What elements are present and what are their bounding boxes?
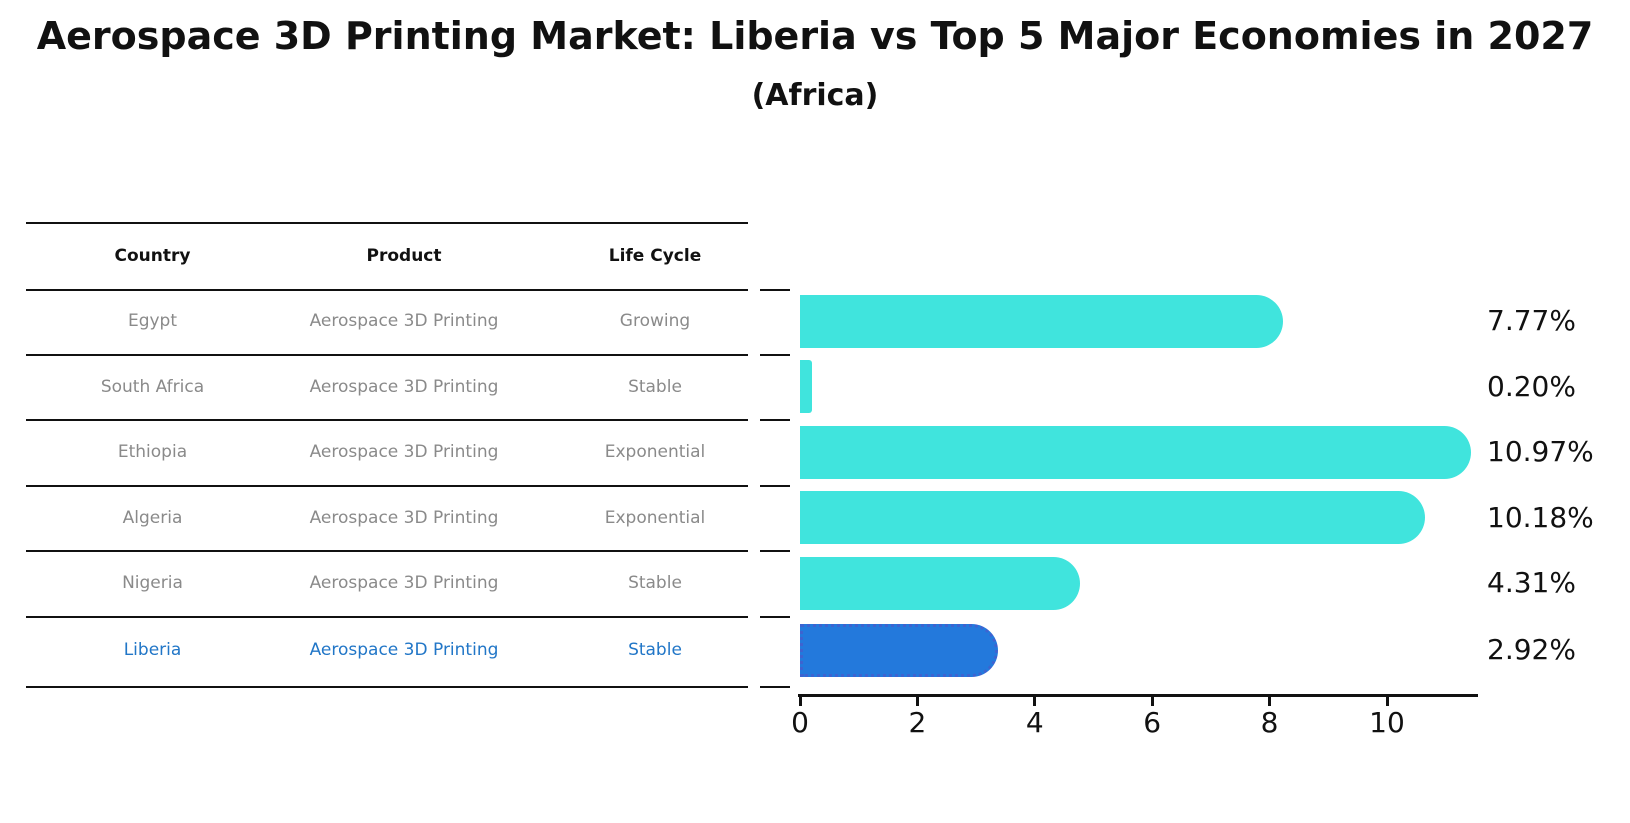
x-tick-label: 0 — [791, 706, 809, 739]
table-line-1 — [26, 289, 748, 291]
table-cell-country: Liberia — [123, 640, 182, 660]
x-tick-label: 8 — [1260, 706, 1279, 739]
table-cell-lifecycle: Stable — [628, 376, 682, 397]
x-tick-label: 4 — [1025, 706, 1044, 739]
table-line-5 — [26, 550, 748, 552]
y-tick-mark — [760, 419, 790, 421]
x-tick-mark — [1150, 697, 1154, 706]
y-tick-mark — [760, 289, 790, 291]
value-label: 4.31% — [1487, 566, 1576, 599]
table-cell-product: Aerospace 3D Printing — [309, 442, 499, 462]
table-cell-lifecycle: Growing — [619, 311, 691, 331]
x-tick-label: 6 — [1143, 706, 1162, 739]
table-cell-lifecycle: Exponential — [604, 507, 706, 528]
chart-title: Aerospace 3D Printing Market: Liberia vs… — [36, 14, 1594, 58]
bar-egypt — [800, 294, 1284, 348]
table-cell-product: Aerospace 3D Printing — [309, 507, 499, 528]
y-tick-mark — [760, 615, 790, 618]
value-label: 7.77% — [1487, 304, 1576, 337]
column-header-product: Product — [366, 246, 442, 266]
table-line-0 — [26, 222, 748, 224]
table-cell-product: Aerospace 3D Printing — [309, 376, 499, 397]
column-header-country: Country — [114, 246, 191, 266]
table-cell-country: Ethiopia — [117, 442, 188, 462]
y-tick-mark — [760, 550, 790, 552]
table-cell-lifecycle: Stable — [628, 640, 682, 660]
value-label: 10.18% — [1487, 500, 1594, 534]
bar-liberia — [800, 623, 999, 677]
value-label: 2.92% — [1487, 633, 1576, 666]
table-line-2 — [26, 353, 748, 356]
column-header-lifecycle: Life Cycle — [608, 246, 702, 266]
value-label: 10.97% — [1487, 435, 1594, 468]
table-cell-product: Aerospace 3D Printing — [309, 573, 499, 593]
table-cell-country: Egypt — [127, 311, 178, 331]
x-tick-mark — [798, 697, 802, 706]
x-tick-label: 10 — [1369, 706, 1405, 739]
bar-nigeria — [800, 556, 1080, 610]
table-line-4 — [26, 484, 748, 487]
table-cell-country: Algeria — [122, 507, 183, 528]
x-tick-mark — [1268, 697, 1272, 706]
table-cell-lifecycle: Exponential — [604, 442, 706, 462]
bar-algeria — [800, 491, 1425, 544]
y-tick-mark — [760, 686, 790, 688]
table-cell-country: South Africa — [100, 376, 205, 397]
table-cell-product: Aerospace 3D Printing — [309, 640, 499, 660]
bar-ethiopia — [800, 425, 1471, 479]
x-tick-mark — [1033, 697, 1037, 706]
bar-south-africa — [800, 360, 812, 413]
x-axis-line — [798, 694, 1478, 697]
x-tick-mark — [915, 697, 919, 706]
x-tick-label: 2 — [908, 706, 927, 739]
table-cell-lifecycle: Stable — [628, 573, 682, 593]
table-cell-country: Nigeria — [122, 573, 183, 593]
x-tick-mark — [1385, 697, 1389, 706]
y-tick-mark — [760, 484, 790, 487]
table-line-3 — [26, 419, 748, 421]
table-line-7 — [26, 686, 748, 688]
y-tick-mark — [760, 353, 790, 356]
chart-subtitle: (Africa) — [751, 78, 879, 113]
value-label: 0.20% — [1487, 369, 1576, 403]
table-cell-product: Aerospace 3D Printing — [309, 311, 499, 331]
table-line-6 — [26, 615, 748, 618]
